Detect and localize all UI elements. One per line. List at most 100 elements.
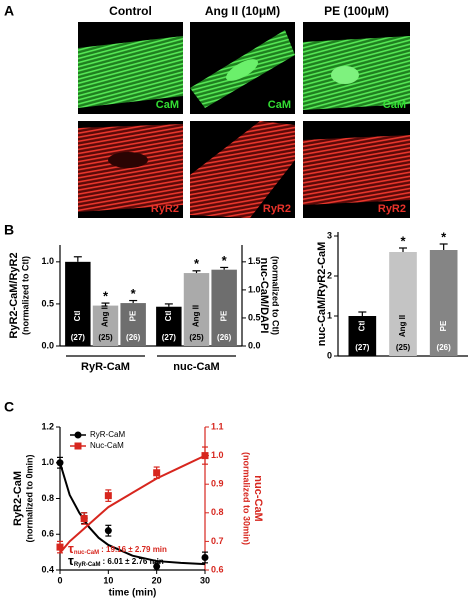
x-tick-label: 20 [152, 575, 162, 585]
bar-n-label: (26) [217, 333, 232, 342]
image-label: CaM [268, 99, 291, 111]
cell [78, 124, 183, 212]
y2-tick-label: 0.8 [211, 507, 224, 517]
y-tick-label: 0.8 [41, 493, 54, 503]
column-header: Control [109, 4, 152, 18]
marker [104, 492, 112, 500]
significance-marker: * [222, 253, 228, 268]
x-tick-label: 10 [103, 575, 113, 585]
micrographs [78, 22, 410, 218]
y-axis-label: RyR2-CaM [12, 471, 24, 526]
bar-n-label: (27) [162, 333, 177, 342]
marker [153, 562, 161, 570]
y-tick-label: 1.0 [41, 256, 54, 266]
marker [80, 515, 88, 523]
significance-marker: * [441, 229, 447, 244]
bar [348, 316, 377, 356]
image-label: CaM [156, 99, 179, 111]
y-tick-label: 0.0 [41, 340, 54, 350]
y-tick-label: 3 [327, 230, 332, 240]
nucleus [108, 152, 148, 168]
fit-curve [59, 454, 206, 554]
y-tick-label: 1 [327, 310, 332, 320]
image-label: RyR2 [151, 203, 179, 215]
y2-tick-label: 0.9 [211, 479, 224, 489]
bar [211, 269, 237, 346]
y2-axis-label: nuc-CaM/DAPI [258, 258, 270, 334]
annotation: τnuc-CaM: 19.16 ± 2.79 min [68, 541, 167, 556]
marker [201, 553, 209, 561]
fit-curve [59, 462, 206, 566]
bar-n-label: (25) [189, 333, 204, 342]
y-axis-label: RyR2-CaM/RyR2 [8, 252, 20, 338]
y2-tick-label: 0.0 [248, 340, 261, 350]
bar-n-label: (25) [396, 343, 411, 352]
y2-axis-label: (normalized to Ctl) [271, 256, 281, 335]
y-tick-label: 0.4 [41, 564, 54, 574]
bar [183, 273, 210, 346]
marker [56, 459, 64, 467]
bar [120, 303, 146, 346]
bar-category-label: Ctl [73, 311, 82, 322]
y-tick-label: 0 [327, 350, 332, 360]
group-label: nuc-CaM [173, 361, 219, 373]
y2-axis-label: (normalized to 30min) [242, 452, 252, 545]
cell [303, 135, 410, 205]
significance-marker: * [103, 289, 109, 304]
bar [429, 250, 458, 356]
significance-marker: * [400, 233, 406, 248]
bar-category-label: Ang II [398, 315, 407, 337]
bar-n-label: (27) [71, 333, 86, 342]
legend-label: Nuc-CaM [90, 441, 124, 450]
y2-axis-label: nuc-CaM [252, 475, 264, 521]
panel-label: B [4, 222, 14, 238]
bar-category-label: PE [439, 320, 448, 331]
bar [156, 306, 182, 346]
annotation-symbol: τ [68, 541, 74, 556]
y-tick-label: 1.0 [41, 457, 54, 467]
marker [153, 469, 161, 477]
image-label: CaM [383, 99, 406, 111]
x-tick-label: 0 [57, 575, 62, 585]
bar-category-label: Ang II [101, 305, 110, 327]
x-axis-label: time (min) [109, 588, 157, 599]
nucleus [226, 59, 258, 81]
panel-label: A [4, 3, 14, 19]
bar-category-label: Ctl [164, 311, 173, 322]
bar-category-label: Ctl [357, 321, 366, 332]
y-axis-label: nuc-CaM/RyR2-CaM [316, 242, 328, 347]
annotation-subscript: RyR-CaM [74, 562, 101, 568]
y2-tick-label: 1.1 [211, 421, 224, 431]
cell [190, 121, 295, 218]
x-tick-label: 30 [200, 575, 210, 585]
column-header: Ang II (10μM) [205, 4, 280, 18]
bar-category-label: PE [219, 310, 228, 321]
bar-category-label: Ang II [192, 305, 201, 327]
nucleus [331, 66, 359, 84]
y-tick-label: 1.2 [41, 421, 54, 431]
group-label: RyR-CaM [81, 361, 130, 373]
column-header: PE (100μM) [324, 4, 389, 18]
y2-tick-label: 1.5 [248, 256, 261, 266]
annotation-text: : 6.01 ± 2.76 min [102, 557, 163, 566]
bar-n-label: (26) [437, 343, 452, 352]
image-label: RyR2 [378, 203, 406, 215]
annotation-text: : 19.16 ± 2.79 min [101, 545, 167, 554]
y2-tick-label: 0.5 [248, 312, 261, 322]
annotation-subscript: nuc-CaM [74, 550, 99, 556]
marker [201, 452, 209, 460]
y2-tick-label: 1.0 [211, 450, 224, 460]
marker [104, 527, 112, 535]
y-tick-label: 0.5 [41, 298, 54, 308]
cell [78, 36, 183, 108]
y-axis-label: (normalized to 0min) [24, 454, 34, 542]
significance-marker: * [131, 286, 137, 301]
y-tick-label: 2 [327, 270, 332, 280]
bar-category-label: PE [128, 310, 137, 321]
y-axis-label: (normalized to Ctl) [20, 256, 30, 335]
legend-marker [74, 431, 82, 439]
bar-n-label: (27) [355, 343, 370, 352]
image-label: RyR2 [263, 203, 291, 215]
